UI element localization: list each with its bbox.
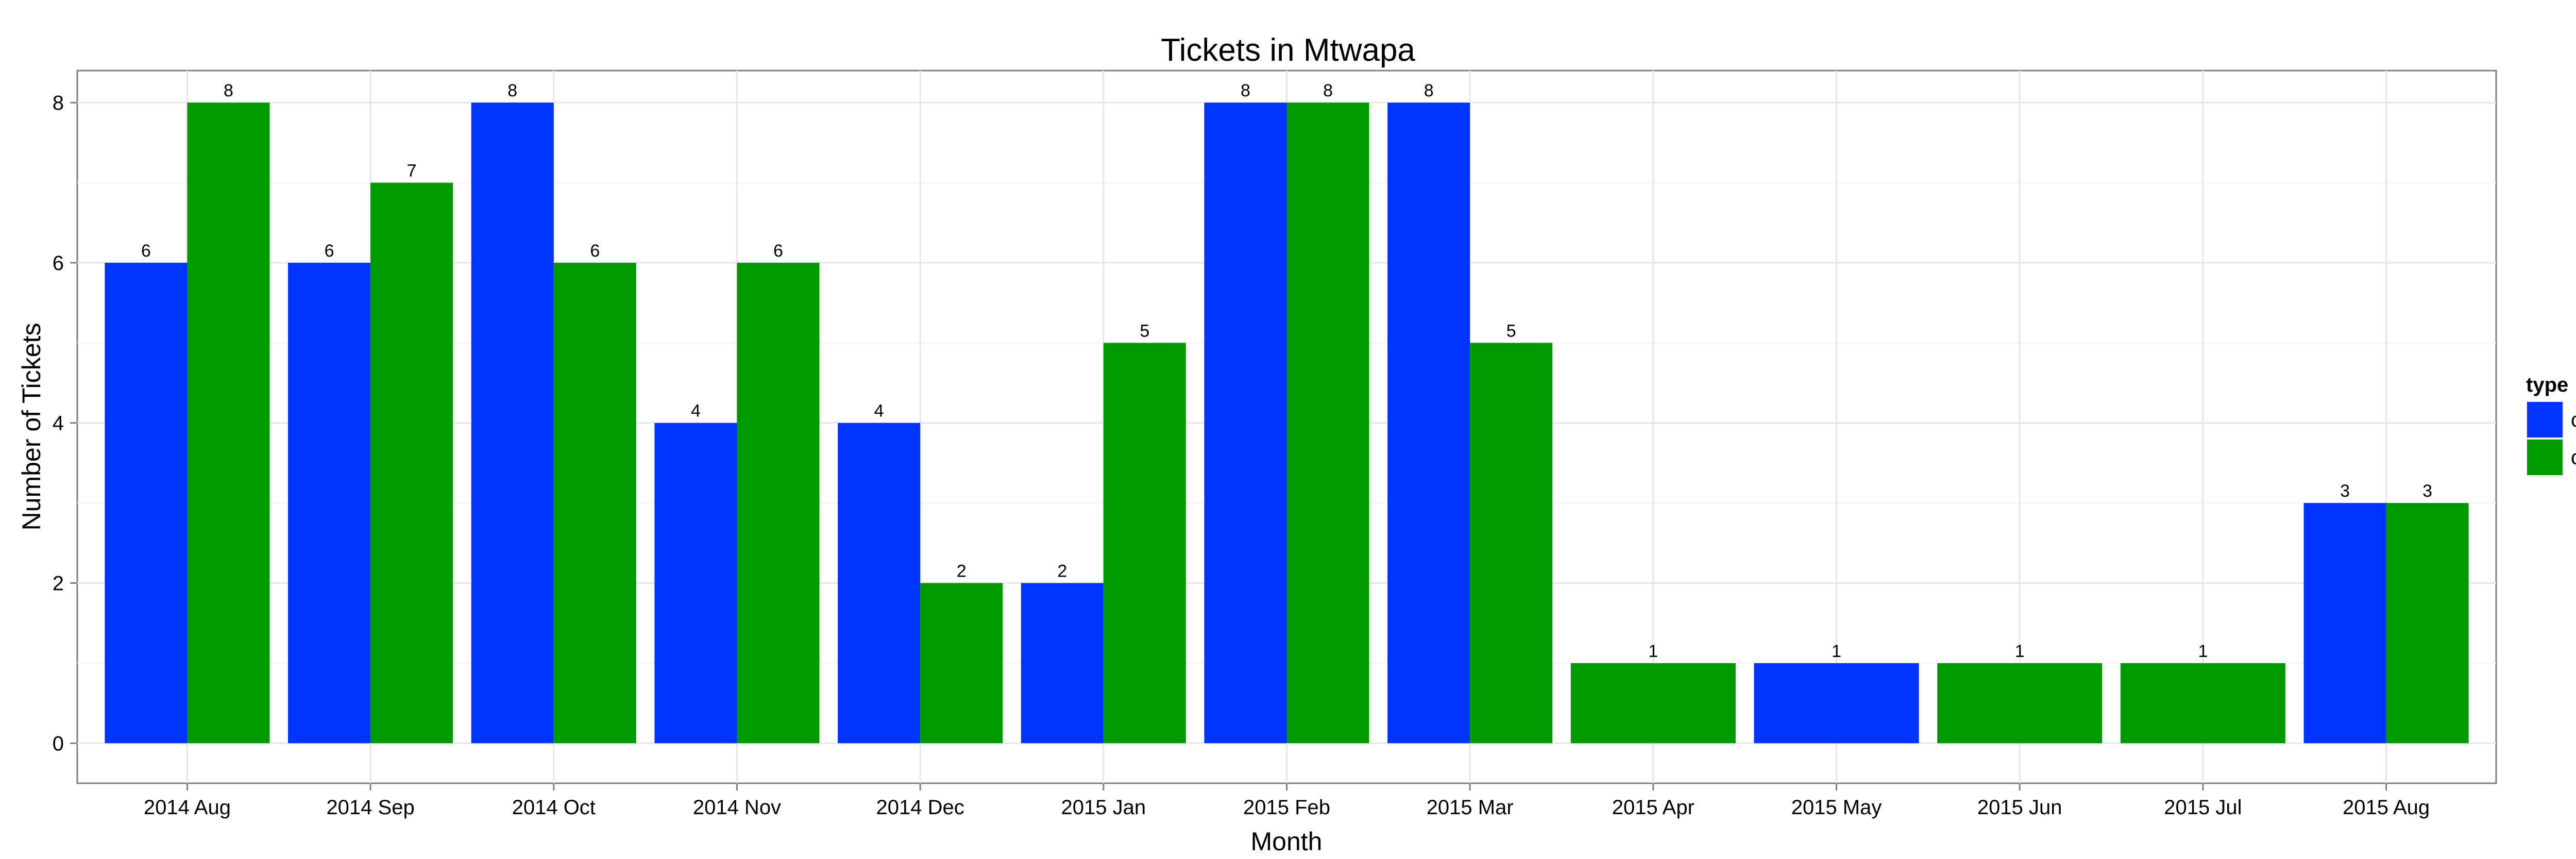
data-label: 8 <box>1241 81 1250 100</box>
data-label: 3 <box>2422 481 2432 501</box>
legend-label-open: open <box>2571 446 2576 469</box>
bar-open <box>187 103 270 744</box>
data-label: 8 <box>507 81 517 100</box>
legend: type closed open <box>2526 374 2576 476</box>
data-label: 4 <box>874 401 884 421</box>
x-tick-label: 2015 Jan <box>1061 796 1146 819</box>
x-tick-label: 2015 Jun <box>1977 796 2062 819</box>
data-label: 6 <box>773 241 783 261</box>
x-tick-label: 2015 May <box>1791 796 1882 819</box>
bar-closed <box>471 103 554 744</box>
bar-closed <box>1754 663 1919 744</box>
data-label: 1 <box>1832 642 1841 661</box>
data-labels: 6 8 6 7 8 6 4 6 4 2 2 5 8 8 8 5 1 1 1 1 3 3 <box>141 81 2432 661</box>
bar-open <box>920 583 1003 744</box>
data-label: 1 <box>2015 642 2025 661</box>
chart-title: Tickets in Mtwapa <box>1161 32 1415 68</box>
bar-open <box>737 262 820 744</box>
bar-open <box>1937 663 2103 744</box>
data-label: 5 <box>1140 321 1149 341</box>
data-label: 6 <box>141 241 151 261</box>
x-tick-label: 2015 Aug <box>2343 796 2430 819</box>
bar-open <box>2120 663 2285 744</box>
bar-open <box>1570 663 1736 744</box>
x-tick-label: 2015 Apr <box>1612 796 1694 819</box>
bar-open <box>1103 343 1186 744</box>
bar-closed <box>288 262 371 744</box>
x-tick-label: 2014 Oct <box>512 796 596 819</box>
data-label: 1 <box>1648 642 1658 661</box>
bar-closed <box>2303 503 2386 744</box>
y-axis: 0 2 4 6 8 <box>53 92 77 755</box>
bar-open <box>370 182 453 744</box>
data-label: 2 <box>1057 562 1067 581</box>
x-tick-label: 2015 Jul <box>2164 796 2242 819</box>
y-tick-label: 2 <box>53 572 64 595</box>
data-label: 1 <box>2198 642 2208 661</box>
x-tick-label: 2014 Dec <box>876 796 964 819</box>
x-axis-title: Month <box>1251 827 1323 856</box>
x-tick-label: 2015 Feb <box>1243 796 1330 819</box>
legend-title: type <box>2526 374 2568 396</box>
x-tick-label: 2014 Nov <box>693 796 781 819</box>
x-tick-label: 2014 Sep <box>326 796 414 819</box>
data-label: 3 <box>2340 481 2350 501</box>
data-label: 8 <box>1424 81 1434 100</box>
y-axis-title: Number of Tickets <box>17 323 46 531</box>
data-label: 2 <box>957 562 967 581</box>
legend-swatch-closed <box>2527 402 2563 437</box>
bar-closed <box>654 423 737 744</box>
bar-closed <box>1387 103 1470 744</box>
x-tick-label: 2015 Mar <box>1427 796 1514 819</box>
data-label: 5 <box>1506 321 1516 341</box>
bar-open <box>1470 343 1553 744</box>
legend-swatch-open <box>2527 440 2563 475</box>
legend-label-closed: closed <box>2571 409 2576 431</box>
y-tick-label: 8 <box>53 92 64 114</box>
data-label: 6 <box>325 241 334 261</box>
data-label: 4 <box>691 401 701 421</box>
data-label: 8 <box>1323 81 1333 100</box>
bar-open <box>2386 503 2469 744</box>
data-label: 6 <box>590 241 600 261</box>
data-label: 7 <box>407 161 417 181</box>
bar-closed <box>105 262 188 744</box>
bar-closed <box>838 423 921 744</box>
bars <box>105 103 2469 744</box>
y-tick-label: 6 <box>53 252 64 275</box>
bar-closed <box>1021 583 1104 744</box>
data-label: 8 <box>224 81 233 100</box>
x-axis: 2014 Aug 2014 Sep 2014 Oct 2014 Nov 2014 Dec… <box>144 783 2430 819</box>
y-tick-label: 4 <box>53 412 64 435</box>
y-tick-label: 0 <box>53 732 64 755</box>
bar-open <box>1286 103 1369 744</box>
bar-closed <box>1204 103 1287 744</box>
x-tick-label: 2014 Aug <box>144 796 231 819</box>
bar-open <box>553 262 636 744</box>
